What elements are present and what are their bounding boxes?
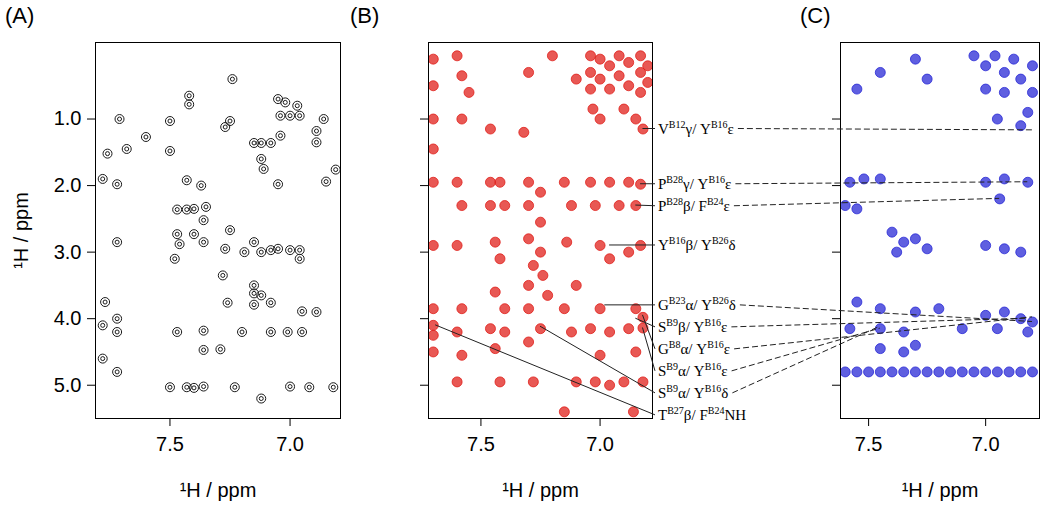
svg-text:SB9α/ YB16ε: SB9α/ YB16ε bbox=[658, 361, 728, 379]
svg-text:4.0: 4.0 bbox=[54, 307, 82, 329]
svg-text:VB12γ/ YB16ε: VB12γ/ YB16ε bbox=[658, 119, 734, 137]
svg-text:TB27β/ FB24NH: TB27β/ FB24NH bbox=[658, 405, 746, 423]
svg-text:7.5: 7.5 bbox=[467, 433, 495, 455]
svg-text:¹H / ppm: ¹H / ppm bbox=[502, 479, 579, 501]
svg-text:¹H / ppm: ¹H / ppm bbox=[180, 479, 257, 501]
svg-text:YB16β/ YB26δ: YB16β/ YB26δ bbox=[658, 235, 736, 253]
svg-text:SB9β/ YB16ε: SB9β/ YB16ε bbox=[658, 317, 727, 335]
svg-text:7.0: 7.0 bbox=[586, 433, 614, 455]
svg-text:3.0: 3.0 bbox=[54, 241, 82, 263]
svg-text:¹H / ppm: ¹H / ppm bbox=[902, 479, 979, 501]
html-text:(B): (B) bbox=[350, 3, 380, 28]
svg-text:GB8α/ YB16ε: GB8α/ YB16ε bbox=[658, 339, 730, 357]
html-text:(C): (C) bbox=[800, 3, 831, 28]
html-text:(A): (A) bbox=[5, 3, 35, 28]
svg-text:SB9α/ YB16δ: SB9α/ YB16δ bbox=[658, 383, 728, 401]
svg-text:7.5: 7.5 bbox=[156, 433, 184, 455]
svg-text:PB28γ/ YB16ε: PB28γ/ YB16ε bbox=[658, 174, 731, 192]
svg-text:GB23α/ YB26δ: GB23α/ YB26δ bbox=[658, 295, 736, 313]
svg-text:7.0: 7.0 bbox=[276, 433, 304, 455]
svg-text:¹H / ppm: ¹H / ppm bbox=[10, 192, 32, 269]
svg-text:7.5: 7.5 bbox=[855, 433, 883, 455]
svg-text:1.0: 1.0 bbox=[54, 107, 82, 129]
svg-text:PB28β/ FB24ε: PB28β/ FB24ε bbox=[658, 196, 730, 214]
svg-text:7.0: 7.0 bbox=[972, 433, 1000, 455]
svg-text:2.0: 2.0 bbox=[54, 174, 82, 196]
svg-text:5.0: 5.0 bbox=[54, 374, 82, 396]
